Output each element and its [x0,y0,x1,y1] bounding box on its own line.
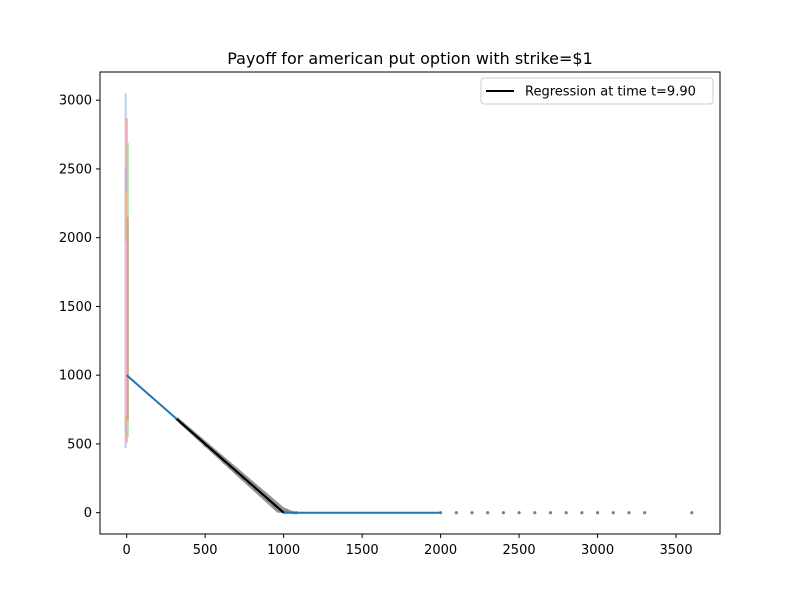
x-tick-label: 2000 [424,543,457,558]
y-tick-label: 0 [84,506,92,521]
x-tick-label: 500 [193,543,218,558]
axes-frame [99,71,721,535]
scatter-point [643,511,647,515]
legend-box [480,77,714,105]
y-tick-label: 1500 [59,300,92,315]
x-tick-label: 3500 [660,543,693,558]
scatter-point [533,511,537,515]
y-tick-label: 2000 [59,231,92,246]
scatter-point [454,511,458,515]
x-tick-label: 0 [123,543,131,558]
y-tick-label: 2500 [59,162,92,177]
x-tick-label: 2500 [503,543,536,558]
scatter-point [611,511,615,515]
x-tick-label: 1500 [346,543,379,558]
legend-label: Regression at time t=9.90 [525,85,696,100]
scatter-point [564,511,568,515]
chart-title: Payoff for american put option with stri… [227,49,593,68]
scatter-point [595,511,600,515]
scatter-point [690,511,694,515]
y-tick-label: 1000 [59,369,92,384]
y-tick-label: 500 [67,437,92,452]
regression-line [176,418,285,514]
x-tick-label: 1000 [267,543,300,558]
scatter-point [517,511,521,515]
scatter-point [470,511,474,515]
scatter-point [548,511,553,515]
payoff-line [126,374,441,514]
x-tick-label: 3000 [581,543,614,558]
scatter-cloud [176,416,297,513]
y-tick-label: 3000 [59,94,92,109]
scatter-point [627,511,631,515]
scatter-point [486,511,490,515]
scatter-point [501,511,505,515]
scatter-point [580,511,584,515]
